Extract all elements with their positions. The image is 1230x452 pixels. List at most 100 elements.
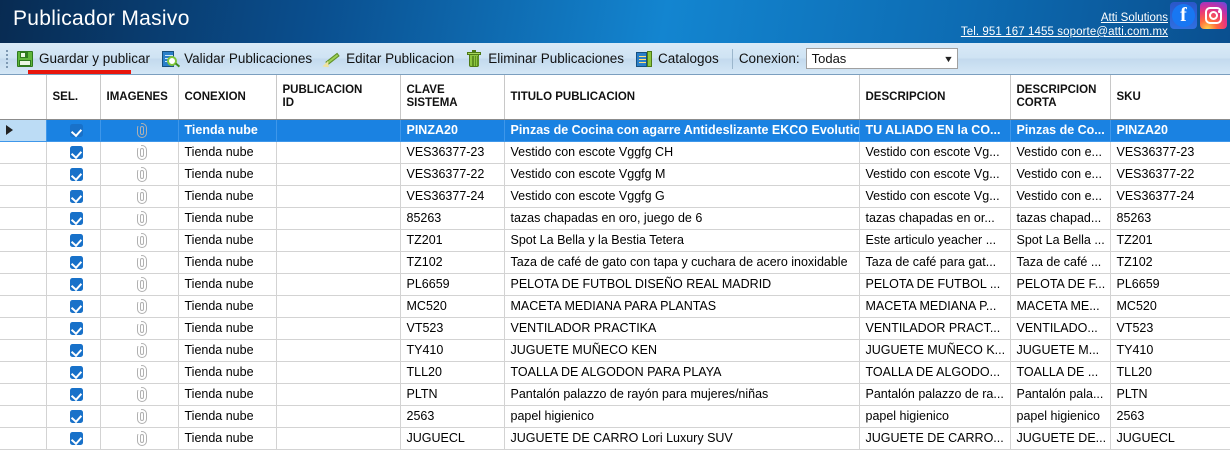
cell-descripcion-corta[interactable]: Pantalón pala... [1010, 383, 1111, 406]
row-select-checkbox-cell[interactable] [46, 207, 101, 230]
cell-conexion[interactable]: Tienda nube [178, 361, 277, 384]
row-header-cell[interactable] [0, 141, 47, 164]
cell-descripcion-corta[interactable]: Vestido con e... [1010, 185, 1111, 208]
checkbox-checked-icon[interactable] [69, 190, 83, 204]
cell-clave-sistema[interactable]: 85263 [400, 207, 505, 230]
cell-titulo-publicacion[interactable]: Vestido con escote Vggfg CH [504, 141, 860, 164]
row-header-cell[interactable] [0, 119, 47, 142]
cell-titulo-publicacion[interactable]: JUGUETE MUÑECO KEN [504, 339, 860, 362]
paperclip-icon[interactable] [136, 275, 148, 293]
column-header-publicacion-id[interactable]: PUBLICACION ID [276, 75, 401, 120]
table-row[interactable]: Tienda nube VES36377-24 Vestido con escote… [0, 185, 1230, 208]
cell-publicacion-id[interactable] [276, 207, 401, 230]
cell-publicacion-id[interactable] [276, 361, 401, 384]
facebook-icon[interactable]: f [1170, 2, 1197, 29]
row-header-cell[interactable] [0, 229, 47, 252]
guardar-y-publicar-button[interactable]: Guardar y publicar [12, 46, 157, 72]
column-header-conexion[interactable]: CONEXION [178, 75, 277, 120]
cell-sku[interactable]: PLTN [1110, 383, 1230, 406]
row-select-checkbox-cell[interactable] [46, 163, 101, 186]
cell-sku[interactable]: TZ201 [1110, 229, 1230, 252]
column-header-descripcion[interactable]: DESCRIPCION [859, 75, 1011, 120]
paperclip-icon[interactable] [136, 297, 148, 315]
row-images-cell[interactable] [100, 317, 179, 340]
checkbox-checked-icon[interactable] [69, 432, 83, 446]
cell-descripcion-corta[interactable]: tazas chapad... [1010, 207, 1111, 230]
cell-clave-sistema[interactable]: VT523 [400, 317, 505, 340]
row-header-cell[interactable] [0, 427, 47, 450]
row-header-cell[interactable] [0, 361, 47, 384]
row-header-cell[interactable] [0, 273, 47, 296]
row-images-cell[interactable] [100, 383, 179, 406]
cell-sku[interactable]: TLL20 [1110, 361, 1230, 384]
cell-publicacion-id[interactable] [276, 405, 401, 428]
cell-descripcion-corta[interactable]: Vestido con e... [1010, 141, 1111, 164]
cell-descripcion-corta[interactable]: PELOTA DE F... [1010, 273, 1111, 296]
cell-sku[interactable]: TY410 [1110, 339, 1230, 362]
cell-descripcion[interactable]: papel higienico [859, 405, 1011, 428]
checkbox-checked-icon[interactable] [69, 322, 83, 336]
row-images-cell[interactable] [100, 119, 179, 142]
checkbox-checked-icon[interactable] [69, 124, 83, 138]
row-header-cell[interactable] [0, 163, 47, 186]
table-row[interactable]: Tienda nube TLL20 TOALLA DE ALGODON PARA P… [0, 361, 1230, 384]
paperclip-icon[interactable] [136, 385, 148, 403]
paperclip-icon[interactable] [136, 121, 148, 139]
editar-publicacion-button[interactable]: Editar Publicacion [319, 46, 461, 72]
cell-titulo-publicacion[interactable]: Spot La Bella y la Bestia Tetera [504, 229, 860, 252]
table-row[interactable]: Tienda nube TZ102 Taza de café de gato con… [0, 251, 1230, 274]
eliminar-publicaciones-button[interactable]: Eliminar Publicaciones [461, 46, 631, 72]
cell-sku[interactable]: VES36377-22 [1110, 163, 1230, 186]
cell-conexion[interactable]: Tienda nube [178, 317, 277, 340]
paperclip-icon[interactable] [136, 143, 148, 161]
paperclip-icon[interactable] [136, 319, 148, 337]
validar-publicaciones-button[interactable]: Validar Publicaciones [157, 46, 319, 72]
cell-titulo-publicacion[interactable]: MACETA MEDIANA PARA PLANTAS [504, 295, 860, 318]
cell-conexion[interactable]: Tienda nube [178, 141, 277, 164]
cell-descripcion[interactable]: Este articulo yeacher ... [859, 229, 1011, 252]
cell-titulo-publicacion[interactable]: Vestido con escote Vggfg M [504, 163, 860, 186]
paperclip-icon[interactable] [136, 165, 148, 183]
row-header-cell[interactable] [0, 207, 47, 230]
brand-name-link[interactable]: Atti Solutions [1100, 12, 1168, 24]
cell-descripcion-corta[interactable]: JUGUETE M... [1010, 339, 1111, 362]
cell-conexion[interactable]: Tienda nube [178, 427, 277, 450]
cell-descripcion[interactable]: JUGUETE MUÑECO K... [859, 339, 1011, 362]
cell-conexion[interactable]: Tienda nube [178, 163, 277, 186]
cell-publicacion-id[interactable] [276, 229, 401, 252]
table-row[interactable]: Tienda nube JUGUECL JUGUETE DE CARRO Lori … [0, 427, 1230, 450]
cell-descripcion[interactable]: TU ALIADO EN la CO... [859, 119, 1011, 142]
row-header-cell[interactable] [0, 317, 47, 340]
row-select-checkbox-cell[interactable] [46, 229, 101, 252]
cell-descripcion[interactable]: MACETA MEDIANA P... [859, 295, 1011, 318]
cell-publicacion-id[interactable] [276, 119, 401, 142]
cell-descripcion[interactable]: Vestido con escote Vg... [859, 185, 1011, 208]
cell-clave-sistema[interactable]: TY410 [400, 339, 505, 362]
checkbox-checked-icon[interactable] [69, 168, 83, 182]
instagram-icon[interactable] [1200, 2, 1227, 29]
cell-sku[interactable]: 2563 [1110, 405, 1230, 428]
column-header-sku[interactable]: SKU [1110, 75, 1230, 120]
cell-publicacion-id[interactable] [276, 295, 401, 318]
cell-conexion[interactable]: Tienda nube [178, 251, 277, 274]
cell-sku[interactable]: PL6659 [1110, 273, 1230, 296]
brand-contact-link[interactable]: Tel. 951 167 1455 soporte@atti.com.mx [960, 26, 1168, 38]
row-header-cell[interactable] [0, 295, 47, 318]
table-row[interactable]: Tienda nube 85263 tazas chapadas en oro, j… [0, 207, 1230, 230]
cell-clave-sistema[interactable]: TZ201 [400, 229, 505, 252]
paperclip-icon[interactable] [136, 429, 148, 447]
grid-select-all-corner[interactable] [0, 75, 47, 120]
cell-titulo-publicacion[interactable]: papel higienico [504, 405, 860, 428]
cell-clave-sistema[interactable]: VES36377-23 [400, 141, 505, 164]
row-header-cell[interactable] [0, 405, 47, 428]
publications-grid[interactable]: SEL. IMAGENES CONEXION PUBLICACION ID CL… [0, 75, 1230, 450]
column-header-titulo-publicacion[interactable]: TITULO PUBLICACION [504, 75, 860, 120]
cell-sku[interactable]: VES36377-24 [1110, 185, 1230, 208]
cell-descripcion-corta[interactable]: Vestido con e... [1010, 163, 1111, 186]
paperclip-icon[interactable] [136, 253, 148, 271]
cell-clave-sistema[interactable]: PINZA20 [400, 119, 505, 142]
cell-descripcion-corta[interactable]: VENTILADO... [1010, 317, 1111, 340]
row-header-cell[interactable] [0, 251, 47, 274]
row-select-checkbox-cell[interactable] [46, 317, 101, 340]
row-images-cell[interactable] [100, 273, 179, 296]
